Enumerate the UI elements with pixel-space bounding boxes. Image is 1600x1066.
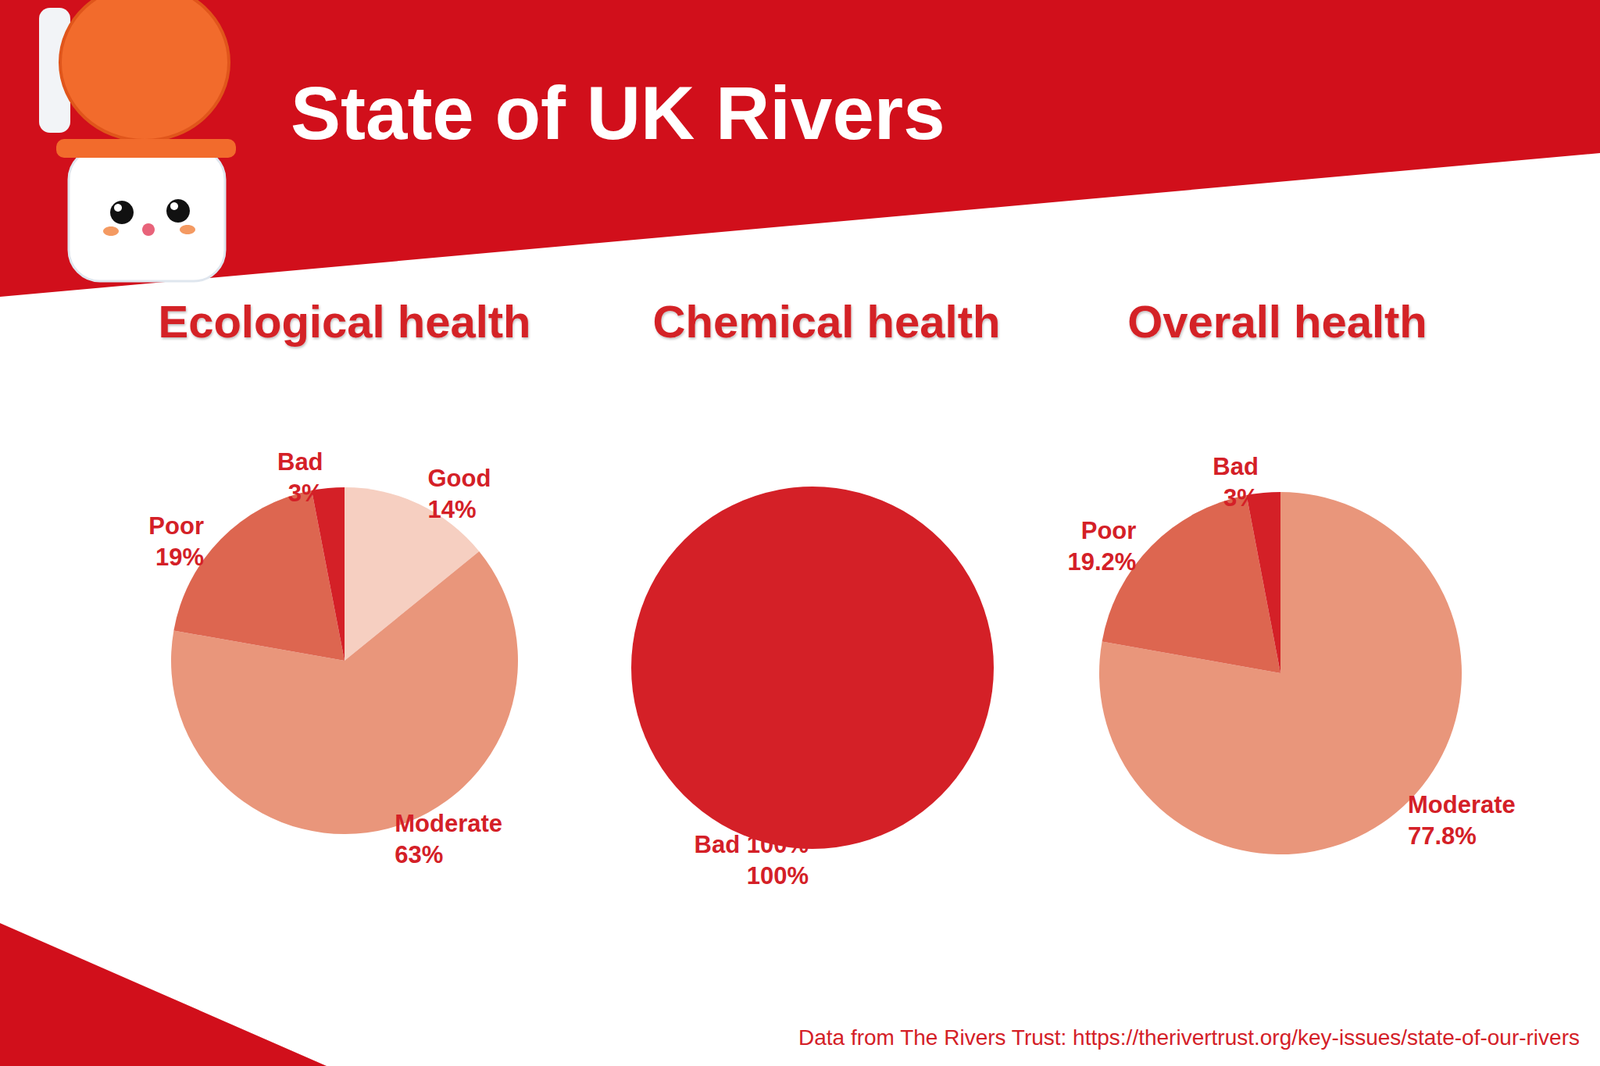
svg-text:3%: 3% (1223, 484, 1259, 512)
svg-text:Bad: Bad (277, 448, 324, 476)
svg-text:Poor: Poor (1081, 517, 1137, 545)
svg-text:Good: Good (427, 464, 491, 493)
svg-text:77.8%: 77.8% (1407, 822, 1477, 850)
svg-text:Moderate: Moderate (1407, 791, 1516, 819)
svg-text:Overall health: Overall health (1127, 296, 1428, 347)
svg-text:Bad: Bad (1212, 453, 1259, 481)
svg-text:3%: 3% (288, 479, 324, 508)
svg-text:Ecological health: Ecological health (158, 296, 532, 347)
svg-text:63%: 63% (394, 841, 443, 869)
svg-text:State of UK Rivers: State of UK Rivers (290, 71, 946, 155)
svg-text:14%: 14% (427, 496, 476, 524)
svg-text:Data from The Rivers Trust: ht: Data from The Rivers Trust: https://ther… (798, 1025, 1580, 1050)
svg-text:19%: 19% (155, 543, 204, 572)
svg-text:19.2%: 19.2% (1067, 548, 1136, 576)
svg-text:100%: 100% (746, 862, 809, 890)
svg-text:Moderate: Moderate (394, 810, 503, 838)
svg-text:Chemical health: Chemical health (653, 296, 1001, 347)
svg-text:Poor: Poor (148, 512, 204, 540)
svg-text:Bad 100%: Bad 100% (694, 831, 809, 859)
